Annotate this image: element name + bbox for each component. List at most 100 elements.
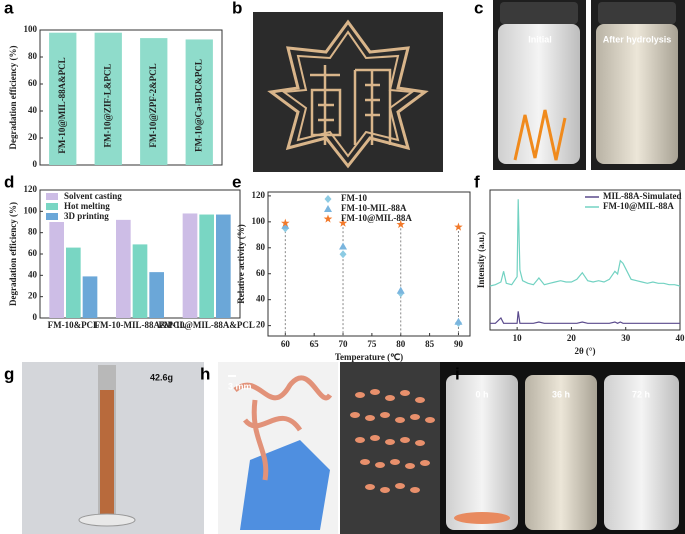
y-tick-label: 80 — [28, 227, 38, 237]
y-tick-label: 60 — [28, 78, 38, 88]
bar — [94, 32, 122, 166]
y-tick-label: 120 — [24, 184, 38, 194]
bar — [199, 214, 214, 318]
point — [281, 218, 290, 227]
bar — [216, 214, 231, 318]
bar — [132, 244, 148, 318]
legend-swatch — [46, 213, 58, 220]
photo-h — [218, 362, 445, 534]
y-tick-label: 100 — [252, 216, 266, 226]
y-axis-label: Relative activity (%) — [236, 224, 246, 303]
photo-text: 72 h — [632, 389, 650, 399]
point — [339, 242, 348, 250]
photo-text: 0 h — [475, 389, 488, 399]
x-tick-label: 80 — [396, 339, 406, 349]
legend-label: MIL-88A-Simulated — [603, 191, 682, 201]
y-tick-label: 100 — [24, 205, 38, 215]
point — [396, 286, 405, 294]
y-tick-label: 20 — [28, 291, 38, 301]
category-label: FM-10@Ca-BDC&PCL — [193, 59, 203, 152]
legend-label: FM-10 — [341, 193, 367, 203]
bar — [149, 272, 164, 318]
y-tick-label: 80 — [28, 51, 38, 61]
x-tick-label: 20 — [567, 333, 577, 343]
line — [489, 199, 681, 287]
y-tick-label: 80 — [256, 242, 266, 252]
plot-frame — [489, 189, 681, 331]
bar — [116, 219, 131, 318]
y-tick-label: 0 — [33, 312, 38, 322]
bar — [185, 39, 213, 166]
x-tick-label: 90 — [454, 339, 464, 349]
y-tick-label: 120 — [252, 190, 266, 200]
legend-swatch — [46, 203, 58, 210]
photo-g — [22, 362, 204, 534]
y-tick-label: 40 — [256, 294, 266, 304]
x-tick-label: FM-10@MIL-88A&PCL — [158, 320, 254, 330]
y-tick-label: 60 — [256, 268, 266, 278]
x-axis-label: 2θ (°) — [574, 346, 595, 356]
x-tick-label: 10 — [513, 333, 523, 343]
photo-text: Initial — [528, 34, 552, 44]
point — [454, 317, 463, 325]
panel-label: a — [4, 0, 14, 17]
y-tick-label: 20 — [28, 132, 38, 142]
y-tick-label: 0 — [33, 159, 38, 169]
x-tick-label: FM-10&PCL — [48, 320, 100, 330]
legend-label: Hot melting — [64, 201, 110, 211]
panel-label: h — [200, 364, 210, 383]
legend-label: Solvent casting — [64, 191, 122, 201]
legend-label: FM-10-MIL-88A — [341, 203, 407, 213]
photo-b — [253, 12, 443, 172]
legend-label: 3D printing — [64, 211, 109, 221]
panel-label: d — [4, 172, 14, 191]
x-tick-label: 30 — [621, 333, 631, 343]
legend-swatch — [324, 195, 332, 203]
y-tick-label: 60 — [28, 248, 38, 258]
x-tick-label: 70 — [339, 339, 349, 349]
line — [490, 311, 680, 324]
plot-frame — [267, 191, 471, 337]
x-tick-label: 75 — [367, 339, 377, 349]
point — [281, 221, 290, 229]
bar — [49, 222, 64, 318]
y-axis-label: Degradation efficiency (%) — [8, 46, 18, 150]
point — [396, 219, 405, 229]
panel-label: g — [4, 364, 14, 383]
legend-swatch — [324, 205, 332, 212]
panel-label: f — [474, 172, 480, 191]
photo-i — [440, 362, 685, 534]
panel-label: e — [232, 172, 241, 191]
panel-label: b — [232, 0, 242, 17]
y-tick-label: 100 — [24, 24, 38, 34]
bar — [140, 38, 168, 165]
y-tick-label: 20 — [256, 320, 266, 330]
panel-label: i — [455, 364, 460, 383]
photo-text: 42.6g — [150, 372, 173, 382]
point — [338, 218, 348, 227]
photo-text: After hydrolysis — [603, 34, 672, 44]
photo-text: 36 h — [552, 389, 570, 399]
legend-label: FM-10@MIL-88A — [603, 201, 674, 211]
category-label: FM-10@ZIF-L&PCL — [102, 64, 112, 148]
x-tick-label: 60 — [281, 339, 291, 349]
panel-label: c — [474, 0, 483, 17]
legend-swatch — [46, 193, 58, 200]
point — [339, 250, 347, 259]
category-label: FM-10@MIL-88A&PCL — [57, 57, 67, 153]
y-tick-label: 40 — [28, 105, 38, 115]
plot-frame — [39, 29, 223, 166]
x-tick-label: FM-10-MIL-88A&PCL — [95, 320, 186, 330]
x-tick-label: 85 — [425, 339, 435, 349]
legend-label: FM-10@MIL-88A — [341, 213, 412, 223]
bar — [66, 247, 81, 318]
photo-text: 3 mm — [228, 381, 252, 391]
x-tick-label: 65 — [310, 339, 320, 349]
y-tick-label: 40 — [28, 269, 38, 279]
category-label: FM-10@ZPF-2&PCL — [148, 63, 158, 147]
x-tick-label: 40 — [676, 333, 685, 343]
y-axis-label: Degradation efficiency (%) — [8, 202, 18, 306]
bar — [49, 32, 77, 166]
point — [454, 222, 463, 231]
